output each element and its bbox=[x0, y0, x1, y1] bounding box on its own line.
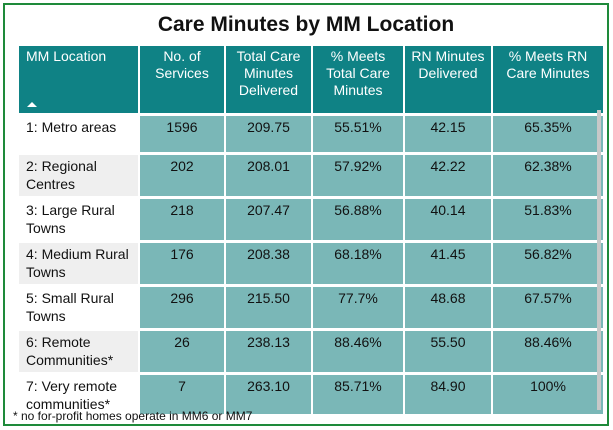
care-minutes-table: MM Location No. of Services Total Care M… bbox=[19, 46, 603, 414]
table-row: 7: Very remote communities* 7 263.10 85.… bbox=[19, 372, 603, 414]
column-header-pct-rn[interactable]: % Meets RN Care Minutes bbox=[492, 46, 603, 115]
cell-services: 218 bbox=[139, 196, 226, 242]
column-header-total-minutes[interactable]: Total Care Minutes Delivered bbox=[225, 46, 313, 115]
cell-location: 1: Metro areas bbox=[19, 113, 140, 154]
cell-pct-total: 68.18% bbox=[312, 240, 405, 286]
cell-pct-rn: 88.46% bbox=[492, 328, 603, 374]
cell-total-minutes: 208.38 bbox=[225, 240, 313, 286]
report-frame: Care Minutes by MM Location MM Location … bbox=[3, 3, 609, 426]
cell-pct-total: 77.7% bbox=[312, 284, 405, 330]
cell-services: 26 bbox=[139, 328, 226, 374]
vertical-scrollbar[interactable] bbox=[597, 110, 601, 410]
cell-services: 7 bbox=[139, 372, 226, 414]
cell-total-minutes: 215.50 bbox=[225, 284, 313, 330]
cell-services: 202 bbox=[139, 152, 226, 198]
cell-location: 6: Remote Communities* bbox=[19, 328, 140, 374]
cell-pct-rn: 65.35% bbox=[492, 113, 603, 154]
table-row: 2: Regional Centres 202 208.01 57.92% 42… bbox=[19, 152, 603, 198]
cell-location: 5: Small Rural Towns bbox=[19, 284, 140, 330]
cell-rn-minutes: 42.15 bbox=[404, 113, 493, 154]
cell-pct-total: 55.51% bbox=[312, 113, 405, 154]
cell-location: 2: Regional Centres bbox=[19, 152, 140, 198]
cell-rn-minutes: 84.90 bbox=[404, 372, 493, 414]
cell-pct-total: 56.88% bbox=[312, 196, 405, 242]
table-row: 3: Large Rural Towns 218 207.47 56.88% 4… bbox=[19, 196, 603, 242]
cell-total-minutes: 208.01 bbox=[225, 152, 313, 198]
cell-pct-rn: 51.83% bbox=[492, 196, 603, 242]
page-title: Care Minutes by MM Location bbox=[157, 13, 455, 36]
table-header-row: MM Location No. of Services Total Care M… bbox=[19, 46, 603, 115]
table-row: 6: Remote Communities* 26 238.13 88.46% … bbox=[19, 328, 603, 374]
column-header-rn-minutes[interactable]: RN Minutes Delivered bbox=[404, 46, 493, 115]
column-header-mm-location[interactable]: MM Location bbox=[19, 46, 140, 115]
column-header-services[interactable]: No. of Services bbox=[139, 46, 226, 115]
cell-rn-minutes: 41.45 bbox=[404, 240, 493, 286]
column-header-label: MM Location bbox=[26, 48, 107, 64]
cell-location: 4: Medium Rural Towns bbox=[19, 240, 140, 286]
cell-location: 3: Large Rural Towns bbox=[19, 196, 140, 242]
cell-pct-total: 85.71% bbox=[312, 372, 405, 414]
cell-total-minutes: 209.75 bbox=[225, 113, 313, 154]
cell-pct-total: 57.92% bbox=[312, 152, 405, 198]
cell-pct-rn: 56.82% bbox=[492, 240, 603, 286]
cell-rn-minutes: 48.68 bbox=[404, 284, 493, 330]
cell-rn-minutes: 40.14 bbox=[404, 196, 493, 242]
cell-pct-rn: 62.38% bbox=[492, 152, 603, 198]
cell-rn-minutes: 55.50 bbox=[404, 328, 493, 374]
table-row: 1: Metro areas 1596 209.75 55.51% 42.15 … bbox=[19, 113, 603, 154]
table-row: 4: Medium Rural Towns 176 208.38 68.18% … bbox=[19, 240, 603, 286]
table-row: 5: Small Rural Towns 296 215.50 77.7% 48… bbox=[19, 284, 603, 330]
cell-pct-total: 88.46% bbox=[312, 328, 405, 374]
cell-total-minutes: 238.13 bbox=[225, 328, 313, 374]
footnote: * no for-profit homes operate in MM6 or … bbox=[13, 409, 253, 423]
cell-rn-minutes: 42.22 bbox=[404, 152, 493, 198]
cell-pct-rn: 100% bbox=[492, 372, 603, 414]
cell-total-minutes: 207.47 bbox=[225, 196, 313, 242]
sort-ascending-icon[interactable] bbox=[27, 102, 37, 107]
column-header-pct-total[interactable]: % Meets Total Care Minutes bbox=[312, 46, 405, 115]
cell-services: 296 bbox=[139, 284, 226, 330]
cell-pct-rn: 67.57% bbox=[492, 284, 603, 330]
cell-location: 7: Very remote communities* bbox=[19, 372, 140, 414]
cell-services: 1596 bbox=[139, 113, 226, 154]
cell-services: 176 bbox=[139, 240, 226, 286]
cell-total-minutes: 263.10 bbox=[225, 372, 313, 414]
